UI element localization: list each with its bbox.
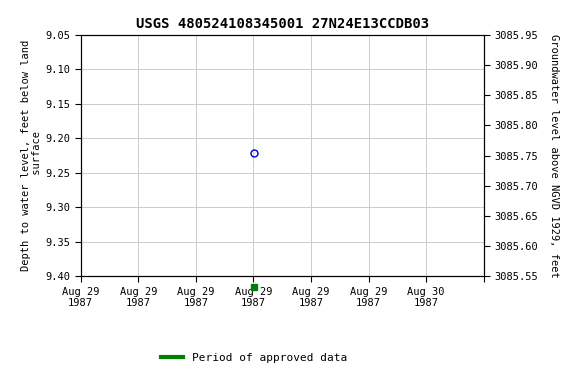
Legend: Period of approved data: Period of approved data	[157, 349, 351, 368]
Y-axis label: Depth to water level, feet below land
 surface: Depth to water level, feet below land su…	[21, 40, 43, 271]
Y-axis label: Groundwater level above NGVD 1929, feet: Groundwater level above NGVD 1929, feet	[549, 34, 559, 277]
Title: USGS 480524108345001 27N24E13CCDB03: USGS 480524108345001 27N24E13CCDB03	[136, 17, 429, 31]
